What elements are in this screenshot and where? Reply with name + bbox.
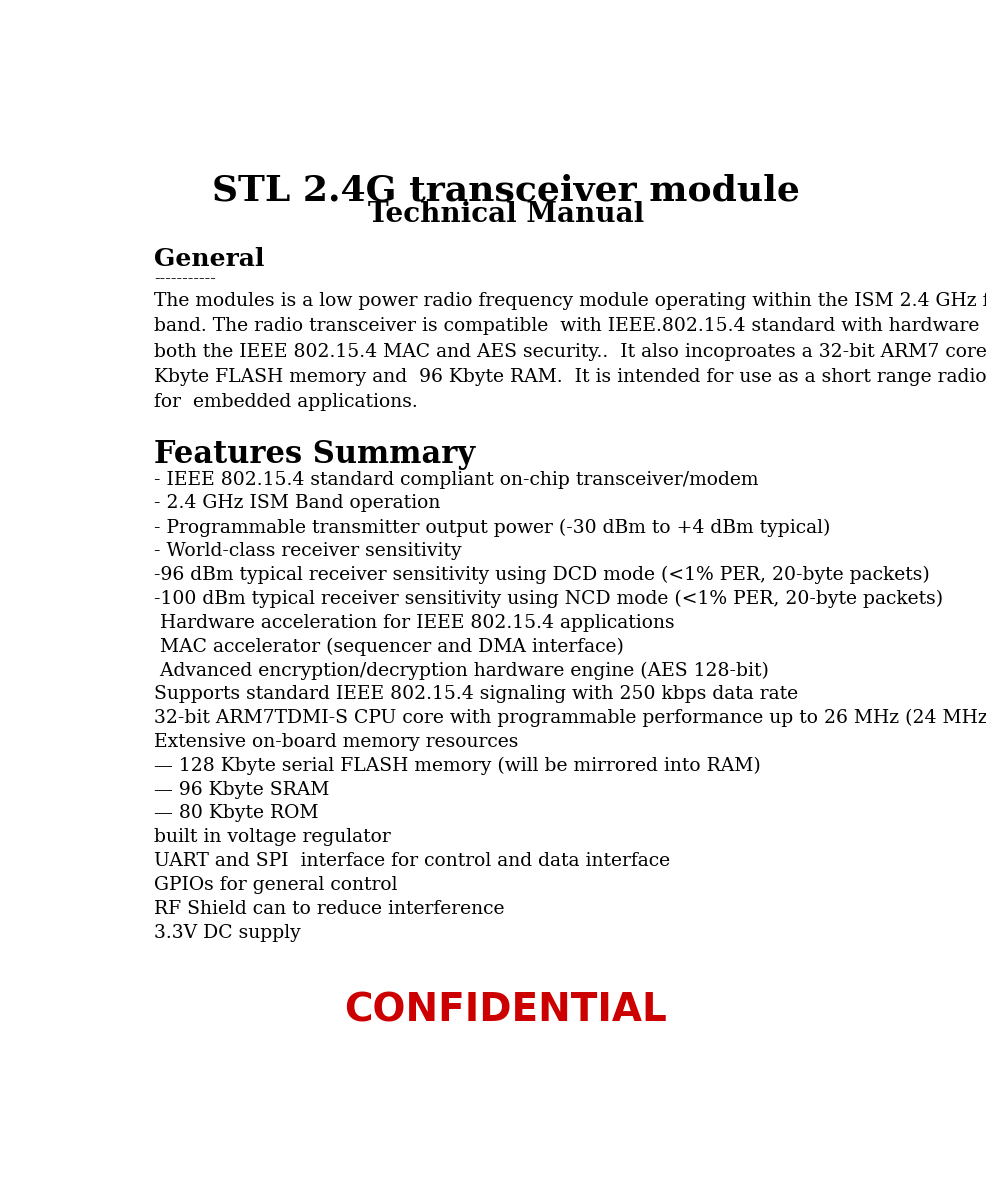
Text: GPIOs for general control: GPIOs for general control (154, 876, 397, 894)
Text: 3.3V DC supply: 3.3V DC supply (154, 924, 301, 942)
Text: — 80 Kbyte ROM: — 80 Kbyte ROM (154, 804, 318, 822)
Text: built in voltage regulator: built in voltage regulator (154, 828, 390, 846)
Text: Supports standard IEEE 802.15.4 signaling with 250 kbps data rate: Supports standard IEEE 802.15.4 signalin… (154, 685, 798, 703)
Text: 32-bit ARM7TDMI-S CPU core with programmable performance up to 26 MHz (24 MHz ty: 32-bit ARM7TDMI-S CPU core with programm… (154, 709, 986, 727)
Text: - IEEE 802.15.4 standard compliant on-chip transceiver/modem: - IEEE 802.15.4 standard compliant on-ch… (154, 470, 757, 488)
Text: -----------: ----------- (154, 270, 216, 288)
Text: -100 dBm typical receiver sensitivity using NCD mode (<1% PER, 20-byte packets): -100 dBm typical receiver sensitivity us… (154, 590, 943, 608)
Text: CONFIDENTIAL: CONFIDENTIAL (344, 991, 667, 1030)
Text: Features Summary: Features Summary (154, 439, 474, 470)
Text: General: General (154, 247, 264, 271)
Text: Extensive on-board memory resources: Extensive on-board memory resources (154, 733, 518, 751)
Text: RF Shield can to reduce interference: RF Shield can to reduce interference (154, 900, 504, 918)
Text: Advanced encryption/decryption hardware engine (AES 128-bit): Advanced encryption/decryption hardware … (154, 661, 768, 679)
Text: both the IEEE 802.15.4 MAC and AES security..  It also incoproates a 32-bit ARM7: both the IEEE 802.15.4 MAC and AES secur… (154, 343, 986, 361)
Text: The modules is a low power radio frequency module operating within the ISM 2.4 G: The modules is a low power radio frequen… (154, 292, 986, 310)
Text: UART and SPI  interface for control and data interface: UART and SPI interface for control and d… (154, 852, 669, 870)
Text: for  embedded applications.: for embedded applications. (154, 394, 417, 412)
Text: - Programmable transmitter output power (-30 dBm to +4 dBm typical): - Programmable transmitter output power … (154, 518, 829, 536)
Text: -96 dBm typical receiver sensitivity using DCD mode (<1% PER, 20-byte packets): -96 dBm typical receiver sensitivity usi… (154, 566, 929, 584)
Text: — 96 Kbyte SRAM: — 96 Kbyte SRAM (154, 780, 329, 798)
Text: MAC accelerator (sequencer and DMA interface): MAC accelerator (sequencer and DMA inter… (154, 637, 623, 655)
Text: Technical Manual: Technical Manual (368, 202, 643, 228)
Text: band. The radio transceiver is compatible  with IEEE.802.15.4 standard with hard: band. The radio transceiver is compatibl… (154, 317, 986, 335)
Text: Hardware acceleration for IEEE 802.15.4 applications: Hardware acceleration for IEEE 802.15.4 … (154, 613, 673, 631)
Text: — 128 Kbyte serial FLASH memory (will be mirrored into RAM): — 128 Kbyte serial FLASH memory (will be… (154, 757, 760, 775)
Text: Kbyte FLASH memory and  96 Kbyte RAM.  It is intended for use as a short range r: Kbyte FLASH memory and 96 Kbyte RAM. It … (154, 368, 986, 386)
Text: - World-class receiver sensitivity: - World-class receiver sensitivity (154, 542, 461, 560)
Text: - 2.4 GHz ISM Band operation: - 2.4 GHz ISM Band operation (154, 494, 440, 512)
Text: STL 2.4G transceiver module: STL 2.4G transceiver module (212, 174, 799, 208)
